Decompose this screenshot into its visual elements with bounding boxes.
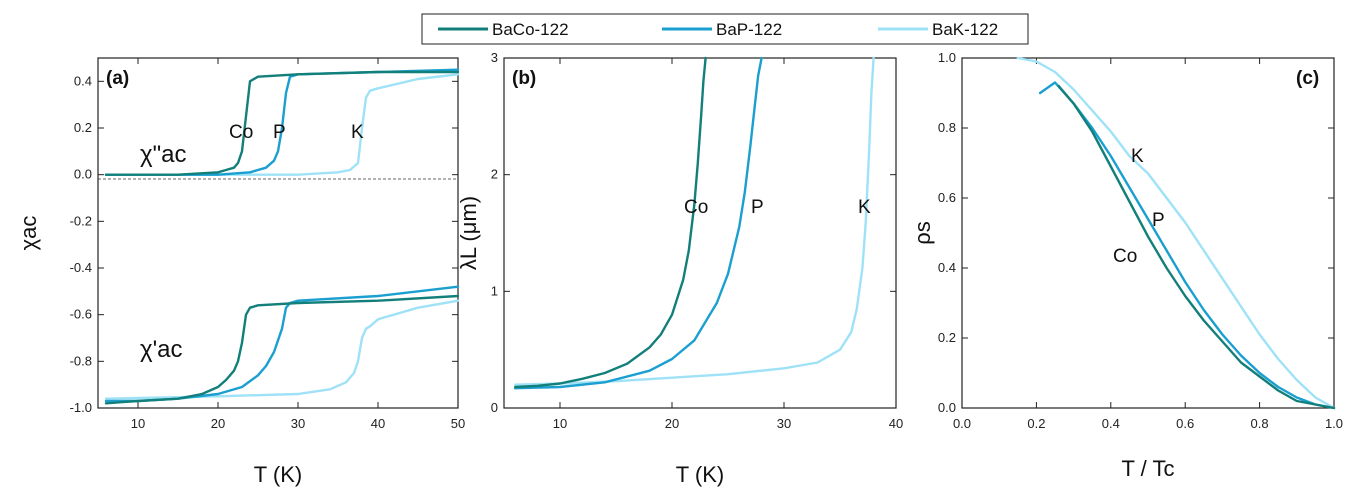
panel-a-ytick-label: 0.2 <box>74 120 92 135</box>
panel-c-ytick-label: 0.8 <box>938 120 956 135</box>
panel-a-ticks: 10 20 30 40 50 -1.0 -0.8 -0.6 -0.4 -0.2 0.0 0.2 0.4 <box>70 58 465 431</box>
panel-a-label: (a) <box>106 68 129 89</box>
panel-a-p-label: P <box>273 122 286 143</box>
panel-c: 0.0 0.2 0.4 0.6 0.8 1.0 0.0 0.2 0.4 0.6 0.8 1.0 (c)… <box>910 50 1343 481</box>
panel-c-series-p <box>1038 81 1336 410</box>
panel-a-chi2-annotation: χ"ac <box>140 141 186 168</box>
panel-c-xtick-label: 0.8 <box>1251 416 1269 431</box>
panel-a-ytick-label: -0.6 <box>70 307 92 322</box>
panel-b-k-label: K <box>858 197 871 218</box>
panel-a-co-label: Co <box>229 122 253 143</box>
panel-b-ytick-label: 2 <box>491 167 498 182</box>
panel-c-ytick-label: 0.6 <box>938 190 956 205</box>
panel-a-series-k-chi-imag <box>104 73 460 176</box>
panel-c-series-co <box>1057 84 1336 410</box>
panel-a-xtick-label: 30 <box>291 416 305 431</box>
panel-a-curves <box>104 68 460 405</box>
panel-a-series-k-chi-real <box>104 299 460 400</box>
panel-c-xtick-label: 0.0 <box>953 416 971 431</box>
panel-b-co-label: Co <box>684 197 708 218</box>
panel-a-series-co-chi-imag <box>104 70 460 176</box>
panel-a-ytick-label: 0.4 <box>74 73 92 88</box>
panel-b-series-p <box>514 56 763 390</box>
panel-b-ticks: 10 20 30 40 0 1 2 3 <box>491 50 903 431</box>
panel-c-xlabel: T / Tc <box>1122 456 1175 481</box>
panel-a-xtick-label: 50 <box>451 416 465 431</box>
legend-label-baco: BaCo-122 <box>492 20 569 39</box>
panel-a-xtick-label: 10 <box>131 416 145 431</box>
panel-a: 10 20 30 40 50-1.0-0.8-0.6-0.4-0.20.00.20.4 … <box>16 57 465 487</box>
panel-c-ticks: 0.0 0.2 0.4 0.6 0.8 1.0 0.0 0.2 0.4 0.6 0.8 1.0 <box>938 50 1343 431</box>
panel-b: 10 20 30 40 0 1 2 3 (b) Co P K T (K) λL (μm) <box>456 50 903 487</box>
panel-c-frame <box>961 57 1335 409</box>
panel-c-xtick-label: 1.0 <box>1325 416 1343 431</box>
panel-c-ytick-label: 0.0 <box>938 400 956 415</box>
panel-a-ytick-label: -0.4 <box>70 260 92 275</box>
panel-b-xtick-label: 10 <box>553 416 567 431</box>
panel-c-co-label: Co <box>1113 246 1137 267</box>
legend-label-bap: BaP-122 <box>716 20 782 39</box>
panel-c-p-label: P <box>1152 210 1165 231</box>
panel-c-ytick-label: 1.0 <box>938 50 956 65</box>
panel-c-curves <box>1016 56 1336 410</box>
panel-b-curves <box>514 56 875 390</box>
panel-b-xtick-label: 40 <box>889 416 903 431</box>
panel-b-ytick-label: 3 <box>491 50 498 65</box>
panel-a-xlabel: T (K) <box>254 462 302 487</box>
panel-b-ytick-label: 0 <box>491 400 498 415</box>
panel-a-xtick-label: 20 <box>211 416 225 431</box>
panel-a-ytick-label: -0.2 <box>70 213 92 228</box>
panel-a-frame <box>97 57 459 409</box>
panel-a-series-co-chi-real <box>104 294 460 405</box>
panel-c-k-label: K <box>1131 146 1144 167</box>
panel-b-series-co <box>514 56 707 389</box>
panel-a-k-label: K <box>351 122 364 143</box>
panel-b-xlabel: T (K) <box>676 462 724 487</box>
panel-c-series-k <box>1016 56 1336 410</box>
panel-a-ylabel: χac <box>16 216 41 251</box>
panel-c-ytick-label: 0.2 <box>938 330 956 345</box>
legend-label-bak: BaK-122 <box>932 20 998 39</box>
panel-c-xtick-label: 0.4 <box>1102 416 1120 431</box>
panel-b-series-k <box>514 56 875 386</box>
panel-a-chi1-annotation: χ'ac <box>140 336 183 363</box>
panel-a-ytick-label: -1.0 <box>70 400 92 415</box>
panel-b-xtick-label: 30 <box>777 416 791 431</box>
panel-b-xtick-label: 20 <box>665 416 679 431</box>
panel-c-ylabel: ρs <box>910 221 935 245</box>
panel-b-p-label: P <box>751 197 764 218</box>
legend: BaCo-122 BaP-122 BaK-122 <box>421 13 1029 45</box>
panel-b-ylabel: λL (μm) <box>456 196 481 270</box>
panel-c-ytick-label: 0.4 <box>938 260 956 275</box>
panel-b-frame <box>503 57 897 409</box>
panel-a-xtick-label: 40 <box>371 416 385 431</box>
panel-c-xtick-label: 0.2 <box>1027 416 1045 431</box>
panel-b-label: (b) <box>512 68 536 89</box>
panel-a-ytick-label: 0.0 <box>74 167 92 182</box>
panel-c-xtick-label: 0.6 <box>1176 416 1194 431</box>
panel-a-ytick-label: -0.8 <box>70 353 92 368</box>
panel-c-label: (c) <box>1296 68 1319 89</box>
panel-b-ytick-label: 1 <box>491 283 498 298</box>
